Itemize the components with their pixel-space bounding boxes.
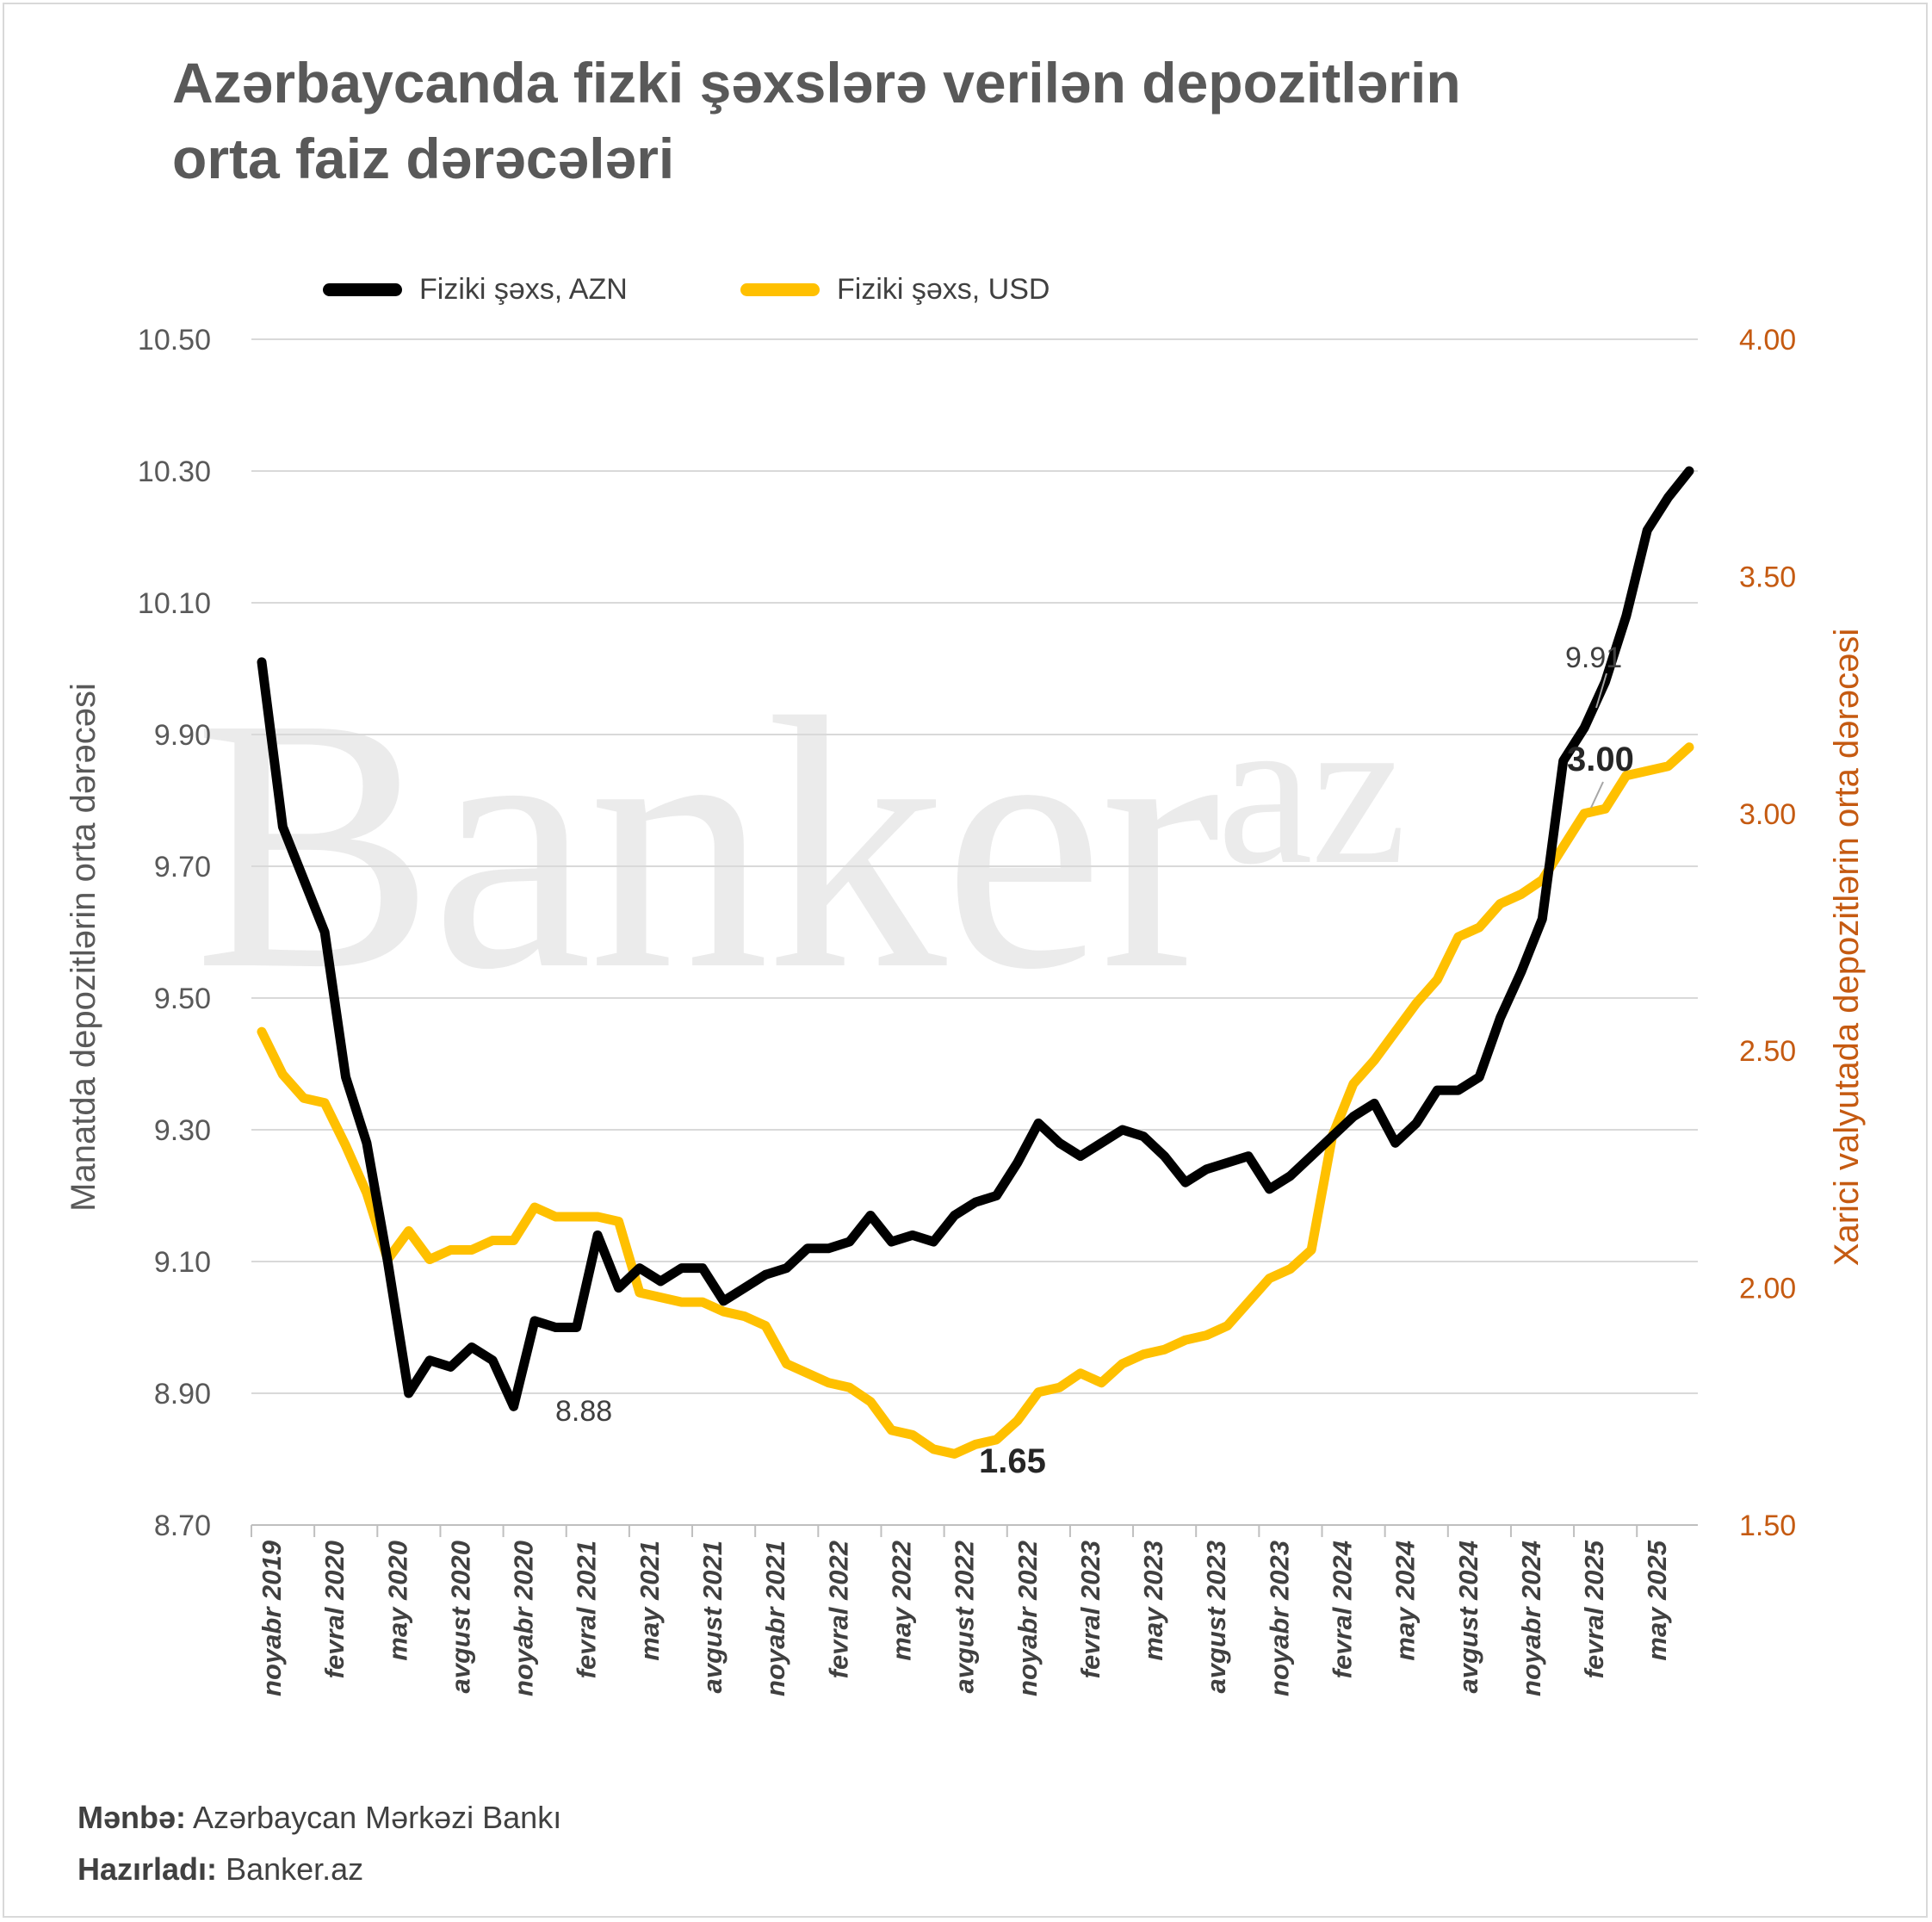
left-tick-label: 9.90 xyxy=(154,719,211,752)
x-tick-label: may 2022 xyxy=(886,1541,916,1661)
x-tick-label: avgust 2023 xyxy=(1201,1541,1231,1694)
x-tick-label: avgust 2022 xyxy=(950,1541,980,1694)
footer-prepared-value: Banker.az xyxy=(226,1851,364,1887)
right-tick-label: 4.00 xyxy=(1739,324,1796,356)
legend-item-azn: Fiziki şəxs, AZN xyxy=(323,270,628,308)
x-tick-label: avgust 2021 xyxy=(697,1541,728,1694)
legend-swatch-azn xyxy=(323,282,402,296)
data-label: 1.65 xyxy=(979,1442,1046,1480)
left-tick-label: 9.10 xyxy=(154,1246,211,1279)
x-tick-label: avgust 2024 xyxy=(1453,1541,1483,1694)
footer-prepared: Hazırladı: Banker.az xyxy=(77,1851,363,1888)
left-tick-label: 10.50 xyxy=(138,324,211,356)
left-tick-label: 8.70 xyxy=(154,1510,211,1542)
legend-item-usd: Fiziki şəxs, USD xyxy=(740,270,1050,308)
x-tick-label: noyabr 2022 xyxy=(1012,1541,1043,1696)
watermark: Bankeraz xyxy=(194,663,1407,1025)
leader-line xyxy=(1590,781,1604,809)
x-tick-label: fevral 2020 xyxy=(319,1541,350,1678)
watermark-sup: az xyxy=(1217,671,1407,909)
left-tick-label: 9.50 xyxy=(154,983,211,1015)
right-tick-label: 3.00 xyxy=(1739,798,1796,831)
x-tick-label: may 2021 xyxy=(635,1541,665,1661)
left-axis-title: Manatda depozitlərin orta dərəcəsi xyxy=(65,683,102,1212)
leader-line xyxy=(1595,673,1607,709)
x-tick-label: avgust 2020 xyxy=(445,1541,475,1694)
gridlines xyxy=(251,338,1698,1394)
chart-title-line-2: orta faiz dərəcələri xyxy=(172,127,675,190)
left-tick-label: 9.70 xyxy=(154,851,211,884)
x-tick-label: may 2024 xyxy=(1390,1541,1421,1661)
x-tick-label: noyabr 2019 xyxy=(257,1540,287,1696)
left-tick-label: 10.30 xyxy=(138,456,211,488)
right-tick-label: 1.50 xyxy=(1739,1510,1796,1542)
chart-title-line-1: Azərbaycanda fizki şəxslərə verilən depo… xyxy=(172,51,1461,115)
right-tick-label: 2.00 xyxy=(1739,1273,1796,1305)
x-tick-label: fevral 2025 xyxy=(1579,1540,1609,1678)
footer-source-label: Mənbə: xyxy=(77,1800,186,1835)
legend-label-usd: Fiziki şəxs, USD xyxy=(837,272,1050,306)
x-tick-label: may 2020 xyxy=(382,1541,412,1661)
right-tick-label: 3.50 xyxy=(1739,561,1796,593)
series-lines xyxy=(257,466,1694,1459)
data-label: 3.00 xyxy=(1567,741,1634,778)
left-axis-ticks: 10.50 10.30 10.10 9.90 9.70 9.50 9.30 9.10 8.90 8… xyxy=(138,324,211,1542)
data-label: 9.91 xyxy=(1565,642,1622,674)
footer-source: Mənbə: Azərbaycan Mərkəzi Bankı xyxy=(77,1800,561,1836)
series-line-azn xyxy=(257,466,1694,1411)
x-axis: noyabr 2019 fevral 2020 may 2020 avgust 202… xyxy=(251,1524,1698,1696)
data-annotations: 8.88 1.65 9.91 3.00 xyxy=(555,642,1634,1480)
left-tick-label: 9.30 xyxy=(154,1114,211,1147)
footer-prepared-label: Hazırladı: xyxy=(77,1851,218,1887)
x-tick-label: noyabr 2020 xyxy=(509,1541,539,1696)
legend-label-azn: Fiziki şəxs, AZN xyxy=(419,272,628,306)
left-tick-label: 10.10 xyxy=(138,587,211,620)
watermark-main: Banker xyxy=(194,643,1221,1044)
left-tick-label: 8.90 xyxy=(154,1378,211,1410)
footer-source-value: Azərbaycan Mərkəzi Bankı xyxy=(193,1800,562,1835)
data-label: 8.88 xyxy=(555,1395,612,1428)
x-tick-label: noyabr 2021 xyxy=(760,1541,790,1696)
x-tick-label: may 2023 xyxy=(1138,1541,1168,1661)
x-tick-label: noyabr 2023 xyxy=(1264,1541,1294,1696)
series-line-usd xyxy=(257,742,1694,1459)
right-axis-title: Xarici valyutada depozitlərin orta dərəc… xyxy=(1828,629,1866,1266)
chart-title: Azərbaycanda fizki şəxslərə verilən depo… xyxy=(172,45,1808,196)
right-axis-ticks: 4.00 3.50 3.00 2.50 2.00 1.50 xyxy=(1739,324,1796,1542)
x-tick-label: noyabr 2024 xyxy=(1516,1541,1546,1696)
legend-swatch-usd xyxy=(740,282,820,296)
right-tick-label: 2.50 xyxy=(1739,1035,1796,1068)
x-tick-label: fevral 2021 xyxy=(572,1541,602,1678)
x-tick-label: fevral 2024 xyxy=(1328,1541,1358,1678)
x-tick-label: fevral 2023 xyxy=(1075,1541,1105,1678)
x-tick-label: fevral 2022 xyxy=(823,1541,853,1678)
x-tick-label: may 2025 xyxy=(1642,1540,1672,1660)
chart-frame xyxy=(3,3,1928,1918)
